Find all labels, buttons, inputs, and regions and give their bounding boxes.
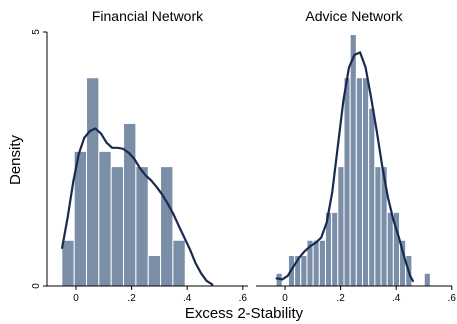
panel-strip bbox=[256, 5, 452, 28]
histogram-bar bbox=[386, 211, 394, 287]
histogram-bar bbox=[362, 77, 370, 287]
histogram-bar bbox=[374, 166, 382, 287]
density-curve bbox=[275, 51, 414, 283]
y-tick-label: 5 bbox=[31, 29, 42, 35]
y-tick-label: 0 bbox=[31, 283, 42, 289]
panel-title: Financial Network bbox=[92, 8, 204, 24]
density-curve bbox=[61, 127, 214, 286]
x-tick-label: 0 bbox=[282, 293, 288, 304]
x-tick-label: .2 bbox=[127, 293, 136, 304]
histogram-bar bbox=[331, 211, 339, 287]
y-axis-title: Density bbox=[7, 134, 24, 185]
histogram-bar bbox=[368, 107, 376, 287]
histogram-bar bbox=[61, 239, 75, 287]
x-tick-label: 0 bbox=[73, 293, 79, 304]
histogram-bar bbox=[147, 255, 162, 287]
histogram-bar bbox=[312, 239, 320, 287]
histogram-bar bbox=[86, 77, 100, 287]
histogram-bar bbox=[98, 150, 112, 287]
histogram-bar bbox=[318, 239, 326, 287]
histogram-bar bbox=[337, 166, 345, 287]
x-tick-label: .6 bbox=[239, 293, 248, 304]
histogram-bar bbox=[300, 255, 308, 287]
panel-title: Advice Network bbox=[305, 8, 403, 24]
x-tick-label: .6 bbox=[448, 293, 457, 304]
histogram-bar bbox=[349, 34, 357, 287]
x-tick-label: .4 bbox=[183, 293, 192, 304]
panel-strip bbox=[47, 5, 248, 28]
histogram-bar bbox=[423, 272, 431, 287]
histogram-bar bbox=[160, 166, 174, 287]
histogram-bar bbox=[135, 166, 149, 287]
histogram-bar bbox=[355, 77, 364, 287]
histogram-bar bbox=[123, 122, 137, 287]
x-axis-title: Excess 2-Stability bbox=[185, 305, 304, 322]
histogram-bar bbox=[110, 166, 125, 287]
x-tick-label: .2 bbox=[336, 293, 345, 304]
histogram-bar bbox=[172, 239, 186, 287]
x-tick-label: .4 bbox=[392, 293, 401, 304]
histogram-bar bbox=[343, 77, 351, 287]
